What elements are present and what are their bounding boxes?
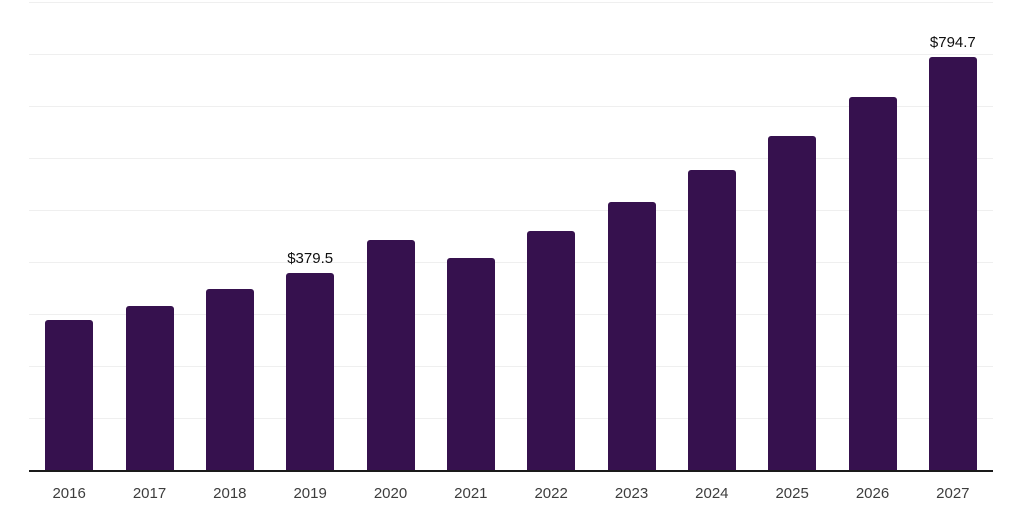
x-tick-label-2023: 2023	[614, 485, 649, 502]
gridline	[29, 262, 993, 263]
x-tick-label-2026: 2026	[855, 485, 890, 502]
gridline	[29, 418, 993, 419]
bar-2024	[687, 169, 736, 470]
gridline	[29, 366, 993, 367]
bar-2019	[286, 272, 335, 470]
x-tick-label-2022: 2022	[534, 485, 568, 502]
x-tick-label-2019: 2019	[293, 485, 327, 502]
bar-2018	[205, 289, 254, 470]
x-tick-label-2024: 2024	[695, 485, 729, 502]
x-tick-label-2016: 2016	[52, 485, 86, 502]
x-tick-label-2021: 2021	[454, 485, 488, 502]
bar-2020	[366, 240, 415, 470]
gridline	[29, 210, 993, 211]
gridline	[29, 158, 993, 159]
gridline	[29, 106, 993, 107]
bar-2021	[446, 258, 495, 470]
data-label-2027: $794.7	[929, 33, 976, 51]
bar-2025	[768, 135, 817, 470]
bar-2017	[125, 305, 174, 470]
gridline	[29, 54, 993, 55]
bar-2027	[928, 56, 977, 470]
x-tick-label-2018: 2018	[213, 485, 247, 502]
x-tick-label-2025: 2025	[775, 485, 809, 502]
data-label-2019: $379.5	[287, 249, 334, 267]
gridline	[29, 2, 993, 3]
bar-2016	[45, 320, 94, 470]
bar-2026	[848, 97, 897, 470]
x-tick-label-2027: 2027	[936, 485, 970, 502]
gridline	[29, 314, 993, 315]
bar-2023	[607, 202, 656, 470]
plot-area: $379.5 $794.7	[29, 2, 993, 472]
x-tick-label-2020: 2020	[373, 485, 408, 502]
x-axis: 2016 2017 2018 2019 2020 2021 2022 2023 2024 2025…	[29, 484, 993, 506]
bar-2022	[527, 230, 576, 470]
x-tick-label-2017: 2017	[132, 485, 167, 502]
